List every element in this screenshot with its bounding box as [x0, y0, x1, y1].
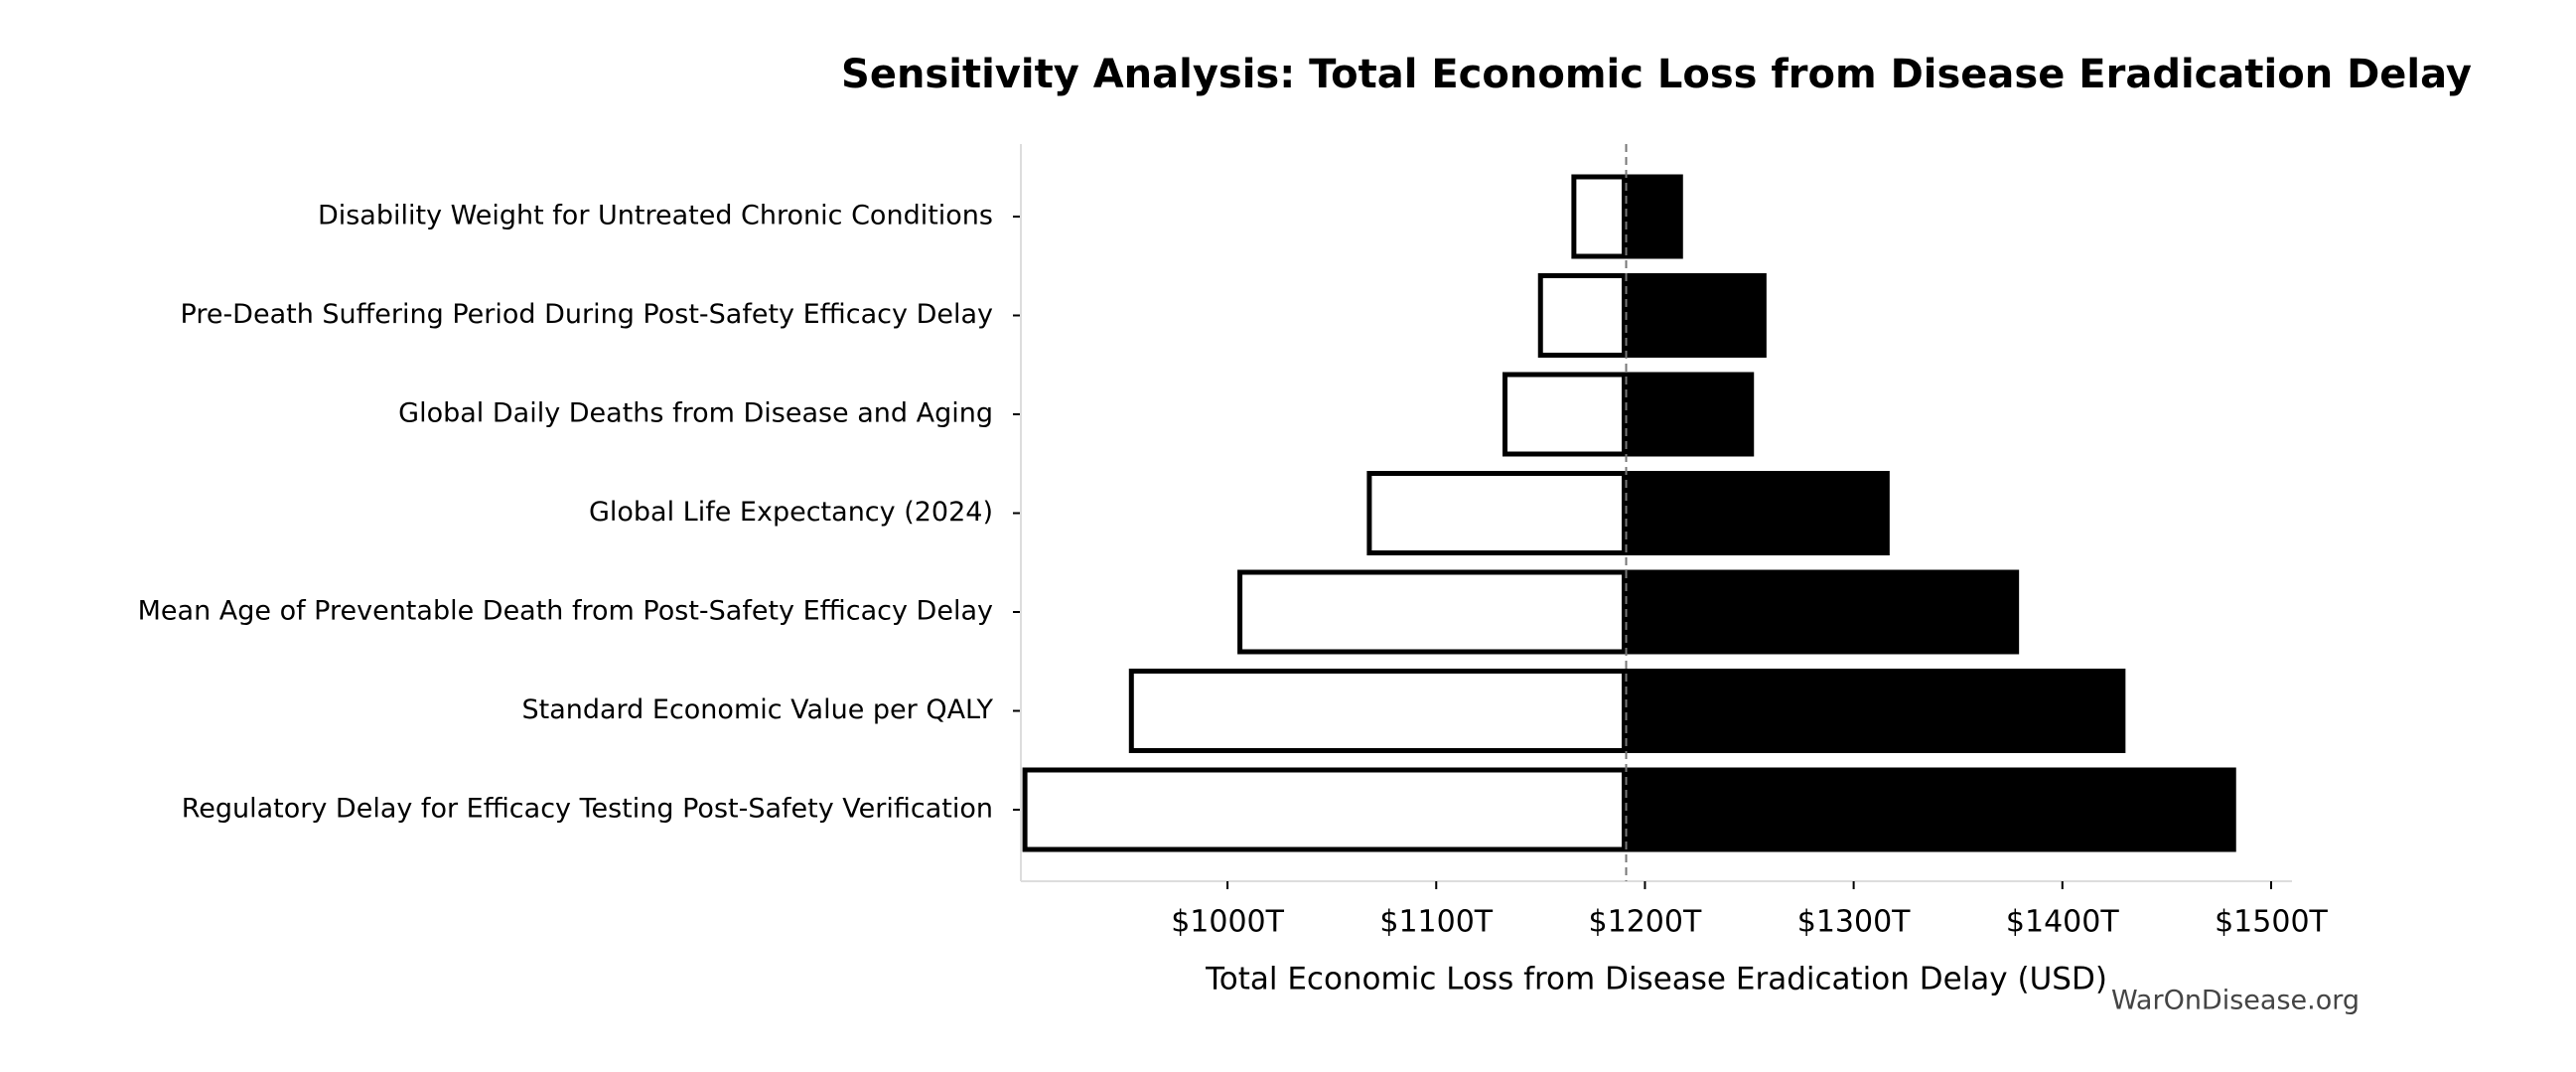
- bar: [1626, 767, 2236, 852]
- bar: [1537, 273, 1628, 358]
- bar: [1626, 669, 2126, 753]
- y-tick-label: Global Life Expectancy (2024): [589, 497, 993, 528]
- y-tick-label: Disability Weight for Untreated Chronic …: [318, 201, 993, 231]
- x-tick-label: $1500T: [2215, 905, 2328, 940]
- y-tick-label: Global Daily Deaths from Disease and Agi…: [398, 398, 993, 429]
- watermark: WarOnDisease.org: [2111, 986, 2360, 1016]
- bar: [1022, 767, 1628, 852]
- bar: [1626, 174, 1683, 259]
- bar: [1237, 569, 1628, 655]
- x-tick-label: $1400T: [2006, 905, 2119, 940]
- x-tick-label: $1300T: [1797, 905, 1911, 940]
- bar: [1366, 471, 1628, 555]
- bar: [1128, 669, 1628, 753]
- x-tick-label: $1100T: [1379, 905, 1493, 940]
- bar: [1626, 273, 1767, 358]
- x-axis-label: Total Economic Loss from Disease Eradica…: [1205, 962, 2107, 997]
- y-tick-label: Mean Age of Preventable Death from Post-…: [138, 596, 993, 627]
- y-tick-label: Standard Economic Value per QALY: [521, 694, 993, 725]
- bar: [1571, 174, 1628, 259]
- y-tick-label: Regulatory Delay for Efficacy Testing Po…: [182, 794, 993, 825]
- bar: [1626, 471, 1890, 555]
- bar: [1503, 372, 1628, 457]
- chart-title: Sensitivity Analysis: Total Economic Los…: [841, 52, 2472, 97]
- x-tick-label: $1200T: [1589, 905, 1702, 940]
- x-tick-label: $1000T: [1171, 905, 1284, 940]
- y-tick-label: Pre-Death Suffering Period During Post-S…: [181, 299, 993, 330]
- bar: [1626, 372, 1755, 457]
- bar: [1626, 569, 2020, 655]
